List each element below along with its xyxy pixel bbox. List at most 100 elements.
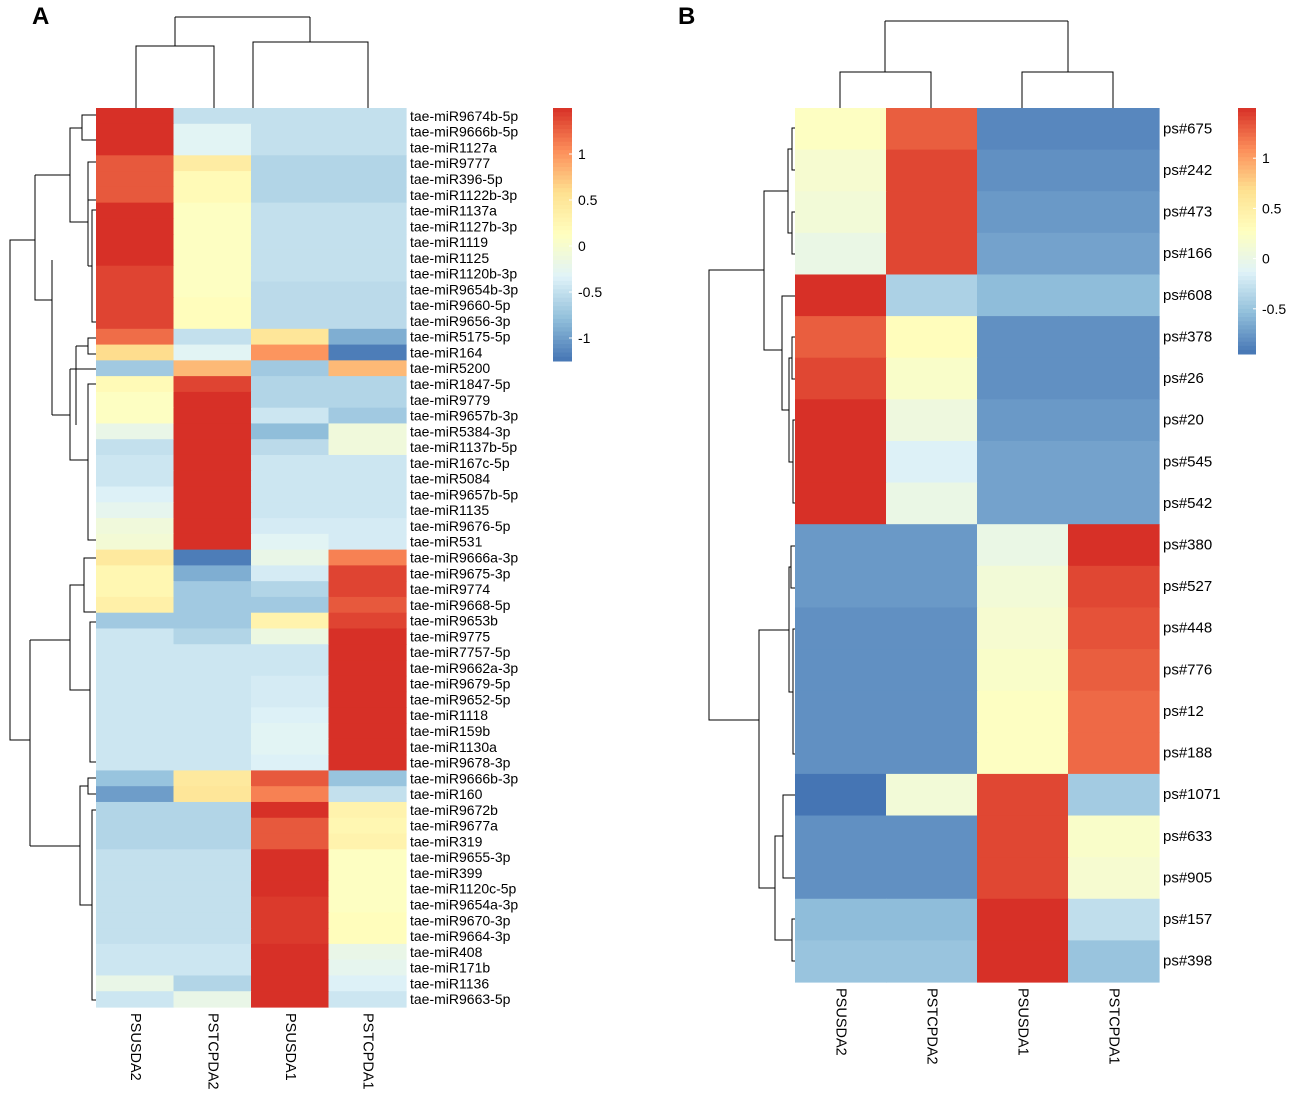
dendrogram-branch: [763, 190, 788, 351]
heatmap-cell: [251, 896, 330, 913]
row-label: tae-miR171b: [410, 960, 490, 976]
dendrogram-branch: [9, 239, 35, 741]
heatmap-cell: [328, 186, 407, 204]
legend-swatch: [1238, 202, 1256, 207]
heatmap-cell: [1068, 316, 1160, 359]
heatmap-cell: [1068, 898, 1160, 941]
dendrogram-branch: [81, 114, 96, 141]
legend-swatch: [553, 150, 572, 155]
legend-swatch: [1238, 165, 1256, 170]
panel-letter-b: B: [678, 3, 695, 30]
legend-swatch: [553, 306, 572, 311]
heatmap-cell: [173, 249, 252, 267]
heatmap-cell: [1068, 149, 1160, 192]
row-label: tae-miR159b: [410, 723, 490, 739]
column-label: PSTCPDA1: [359, 1013, 375, 1090]
row-label: ps#157: [1163, 911, 1212, 928]
row-label: tae-miR396-5p: [410, 171, 503, 187]
heatmap-cell: [328, 691, 407, 708]
row-label: tae-miR9670-3p: [410, 912, 511, 928]
heatmap-cell: [886, 857, 978, 900]
heatmap-cell: [173, 328, 252, 346]
legend-swatch: [1238, 231, 1256, 236]
heatmap-cell: [977, 773, 1069, 817]
legend-swatch: [1238, 284, 1256, 289]
heatmap-cell: [795, 565, 887, 609]
heatmap-cell: [251, 218, 330, 235]
heatmap-cell: [96, 502, 175, 519]
heatmap-cell: [886, 482, 978, 525]
row-label: ps#398: [1163, 953, 1212, 970]
legend-swatch: [1238, 247, 1256, 252]
heatmap-cell: [251, 265, 330, 283]
heatmap-cell: [173, 391, 252, 409]
legend-swatch: [553, 183, 572, 189]
legend-swatch: [1238, 345, 1256, 351]
heatmap-cell: [251, 139, 330, 156]
heatmap-cell: [96, 928, 175, 945]
heatmap-cell: [795, 316, 887, 359]
heatmap-cell: [1068, 482, 1160, 525]
heatmap-cell: [1068, 565, 1160, 609]
heatmap-cell: [795, 732, 887, 775]
column-label: PSUSDA1: [1015, 988, 1031, 1056]
heatmap-cell: [977, 940, 1069, 983]
row-label: tae-miR9777: [410, 155, 490, 171]
heatmap-cell: [977, 732, 1069, 775]
legend-swatch: [1238, 108, 1256, 113]
dendrogram-branch: [69, 584, 90, 691]
heatmap-cell: [173, 549, 252, 566]
legend-swatch: [553, 167, 572, 172]
heatmap-cell: [96, 849, 175, 866]
heatmap-cell: [795, 399, 887, 442]
legend-swatch: [553, 356, 572, 362]
row-labels-a: tae-miR9674b-5ptae-miR9666b-5ptae-miR112…: [410, 108, 518, 1007]
heatmap-cell: [886, 607, 978, 650]
legend-swatch: [1238, 177, 1256, 183]
row-label: tae-miR1119: [410, 234, 488, 250]
dendrogram-branch: [89, 621, 96, 763]
heatmap-cell: [328, 596, 407, 614]
heatmap-cell: [328, 644, 407, 661]
legend-swatch: [1238, 280, 1256, 285]
heatmap-cell: [96, 297, 175, 314]
heatmap-cell: [328, 470, 407, 488]
heatmap-cell: [251, 376, 330, 393]
heatmap-cell: [173, 644, 252, 661]
heatmap-cell: [96, 723, 175, 740]
heatmap-cell: [328, 155, 407, 172]
heatmap-cell: [173, 171, 252, 188]
heatmap-cell: [173, 896, 252, 913]
heatmap-cell: [328, 660, 407, 677]
dendrogram-branch: [791, 211, 795, 255]
heatmap-cell: [251, 234, 330, 251]
heatmap-cell: [173, 533, 252, 551]
heatmap-cell: [251, 407, 330, 425]
heatmap-cell: [96, 959, 175, 977]
heatmap-cell: [96, 407, 175, 425]
heatmap-cell: [328, 486, 407, 503]
row-label: tae-miR1847-5p: [410, 376, 511, 392]
heatmap-cell: [251, 691, 330, 708]
heatmap-cell: [977, 815, 1069, 858]
heatmap-cell: [886, 649, 978, 692]
legend-swatch: [553, 108, 572, 113]
row-label: ps#1071: [1163, 786, 1221, 803]
heatmap-cell: [328, 991, 407, 1008]
legend-swatch: [553, 276, 572, 282]
row-label: tae-miR1136: [410, 975, 489, 991]
row-label: tae-miR9674b-5p: [410, 108, 518, 124]
heatmap-cell: [173, 139, 252, 156]
heatmap-cell: [1068, 773, 1160, 817]
row-label: tae-miR9656-3p: [410, 313, 511, 329]
heatmap-cell: [328, 108, 407, 125]
heatmap-cell: [96, 738, 175, 756]
legend-swatch: [553, 162, 572, 168]
heatmap-cell: [328, 959, 407, 977]
heatmap-cell: [886, 232, 978, 276]
heatmap-cell: [795, 649, 887, 692]
heatmap-cell: [173, 454, 252, 472]
legend-swatch: [1238, 144, 1256, 150]
dendrogram-branch: [69, 127, 88, 223]
heatmap-cell: [251, 171, 330, 188]
